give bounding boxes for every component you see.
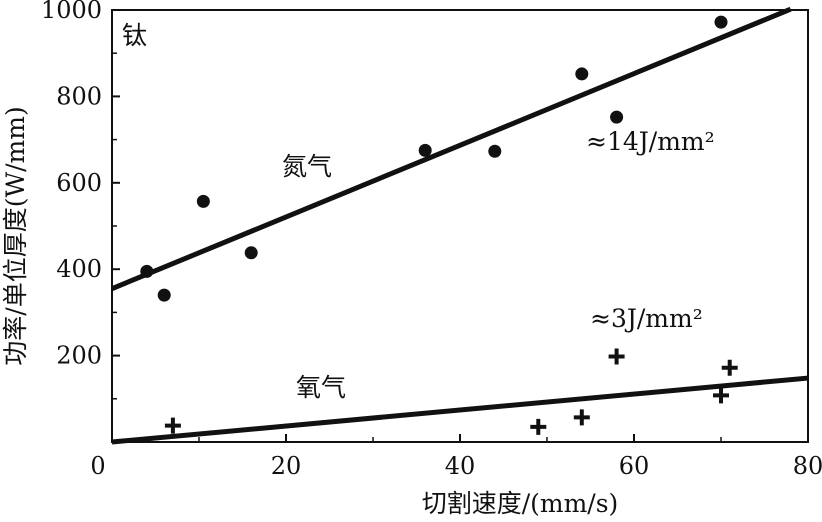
plot-frame — [111, 9, 809, 443]
data-point — [575, 67, 589, 81]
data-point — [714, 15, 728, 29]
fit-annotation: ≈3J/mm² — [590, 304, 703, 333]
fit-line — [111, 6, 792, 291]
data-point — [140, 264, 154, 278]
y-tick-label: 800 — [56, 82, 102, 110]
data-point — [530, 418, 547, 435]
series-nitrogen — [111, 6, 792, 302]
data-point — [196, 194, 210, 208]
series-label: 氧气 — [296, 373, 346, 402]
x-tick-label: 80 — [793, 452, 822, 480]
data-point — [488, 144, 502, 158]
series-oxygen — [111, 348, 809, 445]
x-tick-label: 60 — [619, 452, 650, 480]
data-point — [244, 246, 258, 260]
data-point — [610, 110, 624, 124]
fit-annotation: ≈14J/mm² — [586, 127, 715, 156]
data-point — [608, 348, 625, 365]
data-point — [573, 409, 590, 426]
axes — [111, 9, 809, 443]
panel-label: 钛 — [122, 21, 147, 50]
y-axis-label: 功率/单位厚度(W/mm) — [1, 106, 30, 365]
data-point — [157, 288, 171, 302]
x-tick-label: 0 — [90, 452, 105, 480]
y-tick-label: 400 — [56, 255, 102, 283]
y-tick-label: 1000 — [41, 0, 102, 24]
chart-marks — [111, 6, 809, 445]
data-point — [164, 417, 181, 434]
data-point — [713, 387, 729, 404]
y-tick-label: 200 — [56, 342, 102, 370]
x-tick-label: 20 — [271, 452, 302, 480]
x-axis-label: 切割速度/(mm/s) — [422, 489, 619, 518]
data-point — [721, 359, 738, 376]
series-label: 氮气 — [282, 152, 332, 181]
x-tick-label: 40 — [445, 452, 476, 480]
data-point — [418, 143, 432, 157]
y-tick-label: 600 — [56, 169, 102, 197]
fit-line — [111, 375, 809, 445]
